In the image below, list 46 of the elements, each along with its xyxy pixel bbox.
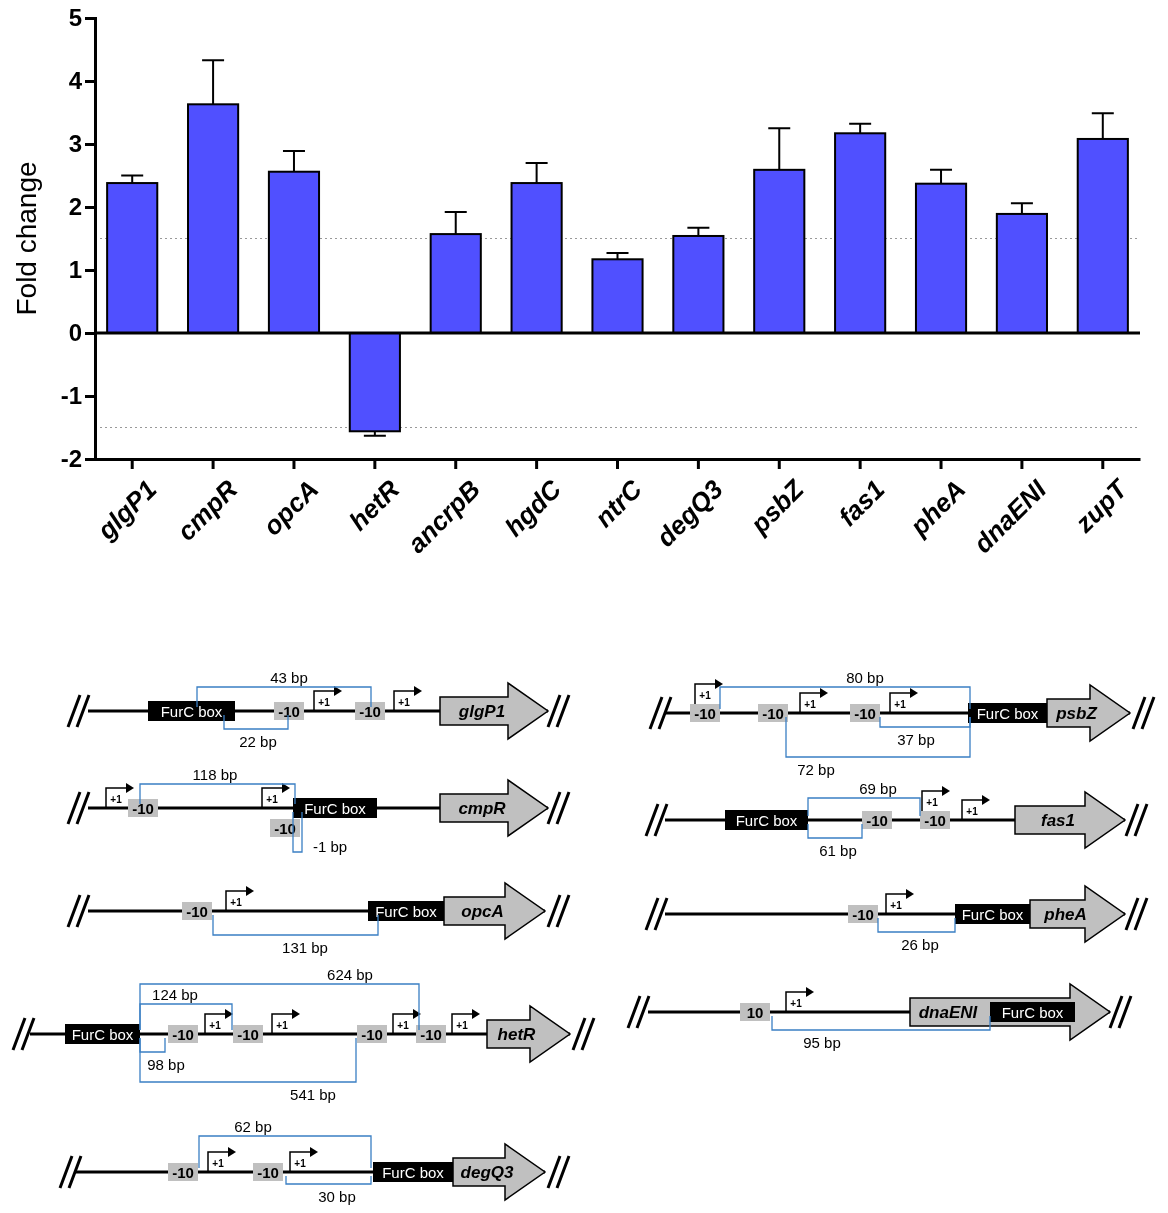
bracket: 37 bp bbox=[879, 716, 971, 748]
gene-arrow: pheA bbox=[1029, 884, 1127, 944]
label-box: FurC box bbox=[968, 703, 1047, 723]
label-box: -10 bbox=[416, 1025, 446, 1043]
label-box: -10 bbox=[270, 819, 300, 837]
y-tick-label: 4 bbox=[68, 67, 83, 95]
label-box: FurC box bbox=[293, 798, 377, 818]
y-axis-title: Fold change bbox=[11, 161, 42, 316]
label-box: -10 bbox=[862, 811, 892, 829]
label-box: FurC box bbox=[65, 1024, 140, 1044]
bracket: 26 bp bbox=[877, 917, 956, 953]
gene-arrow: psbZ bbox=[1046, 683, 1132, 743]
gene-arrow: degQ3 bbox=[452, 1142, 547, 1202]
y-tick-label: 2 bbox=[68, 193, 82, 221]
bracket: 30 bp bbox=[285, 1175, 372, 1205]
label-box: FurC box bbox=[368, 901, 444, 921]
label-box: -10 bbox=[357, 1025, 387, 1043]
label-box: -10 bbox=[920, 811, 950, 829]
gene-arrow: cmpR bbox=[439, 778, 550, 838]
label-box: -10 bbox=[758, 704, 788, 722]
label-box: -10 bbox=[355, 702, 385, 720]
gene-arrow: glgP1 bbox=[439, 681, 550, 741]
label-box: -10 bbox=[168, 1163, 198, 1181]
label-box: -10 bbox=[182, 902, 212, 920]
label-box: -10 bbox=[690, 704, 720, 722]
y-tick-label: -1 bbox=[60, 382, 82, 410]
y-tick-label: 3 bbox=[68, 130, 82, 158]
label-box: FurC box bbox=[148, 701, 235, 721]
label-box: -10 bbox=[850, 704, 880, 722]
y-tick-label: 1 bbox=[68, 256, 82, 284]
label-box: FurC box bbox=[955, 904, 1030, 924]
label-box: 10 bbox=[740, 1003, 770, 1021]
label-box: FurC box bbox=[725, 810, 808, 830]
y-tick-label: 0 bbox=[68, 319, 82, 347]
label-box: -10 bbox=[848, 905, 878, 923]
label-box: FurC box bbox=[990, 1002, 1075, 1022]
y-tick-label: -2 bbox=[60, 445, 82, 473]
gene-arrow: fas1 bbox=[1014, 790, 1127, 850]
gene-arrow: hetR bbox=[486, 1004, 572, 1064]
label-box: -10 bbox=[128, 799, 158, 817]
label-box: FurC box bbox=[373, 1162, 453, 1182]
y-tick-label: 5 bbox=[68, 4, 82, 32]
gene-arrow: opcA bbox=[443, 881, 547, 941]
label-box: -10 bbox=[253, 1163, 283, 1181]
label-box: -10 bbox=[233, 1025, 263, 1043]
bracket: 61 bp bbox=[807, 823, 863, 859]
